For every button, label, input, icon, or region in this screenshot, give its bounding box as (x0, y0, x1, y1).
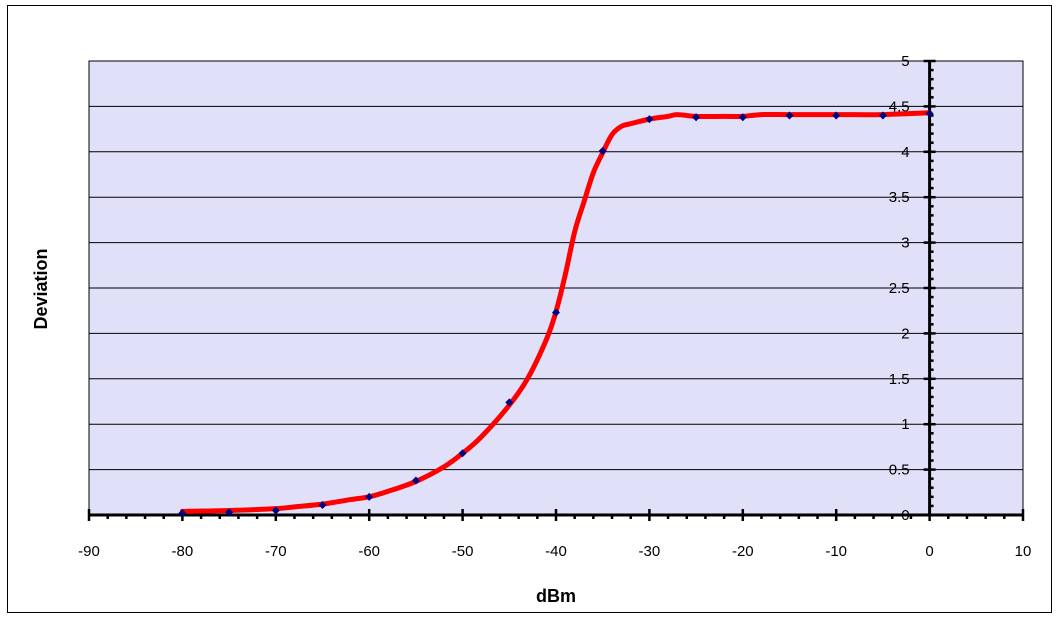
x-tick-label: -20 (732, 543, 754, 560)
series-curve (179, 110, 933, 514)
series-markers (178, 109, 934, 518)
x-tick-label: -40 (545, 543, 567, 560)
x-tick-label: 0 (925, 543, 933, 560)
y-tick-label: 3.5 (889, 189, 910, 206)
y-axis-title: Deviation (31, 248, 51, 329)
data-point (645, 115, 654, 124)
x-axis (87, 509, 1025, 521)
y-tick-label: 5 (901, 53, 909, 70)
y-axis (923, 59, 936, 517)
x-tick-label: -50 (452, 543, 474, 560)
x-tick-labels: -90 -80 -70 -60 -50 -40 -30 -20 -10 0 10 (78, 543, 1031, 560)
x-tick-label: -30 (639, 543, 661, 560)
x-tick-label: -60 (358, 543, 380, 560)
y-tick-label: 0 (901, 507, 909, 524)
y-tick-label: 4.5 (889, 98, 910, 115)
x-tick-label: -90 (78, 543, 100, 560)
data-point (738, 113, 747, 122)
data-point (271, 506, 280, 515)
data-point (925, 109, 934, 118)
data-point (832, 111, 841, 120)
y-tick-label: 1 (901, 416, 909, 433)
y-tick-label: 3 (901, 235, 909, 252)
data-point (552, 308, 560, 317)
y-tick-label: 0.5 (889, 462, 910, 479)
data-point (411, 476, 420, 485)
x-tick-label: -80 (172, 543, 194, 560)
y-tick-label: 2 (901, 325, 909, 342)
data-point (598, 146, 607, 155)
data-point (365, 492, 374, 501)
y-tick-labels: 0 0.5 1 1.5 2 2.5 3 3.5 4 4.5 5 (889, 53, 910, 524)
x-tick-label: -70 (265, 543, 287, 560)
data-point (878, 111, 887, 120)
data-point (458, 449, 467, 458)
y-tick-label: 1.5 (889, 371, 910, 388)
gridlines (89, 60, 1023, 471)
data-point (178, 509, 187, 518)
data-point (318, 501, 327, 510)
data-point (505, 398, 514, 407)
data-point (225, 508, 234, 517)
x-axis-title: dBm (536, 586, 576, 606)
data-point (692, 113, 701, 122)
data-point (785, 111, 794, 120)
y-tick-label: 4 (901, 144, 909, 161)
x-tick-label: -10 (825, 543, 847, 560)
y-tick-label: 2.5 (889, 280, 910, 297)
x-tick-label: 10 (1015, 543, 1032, 560)
